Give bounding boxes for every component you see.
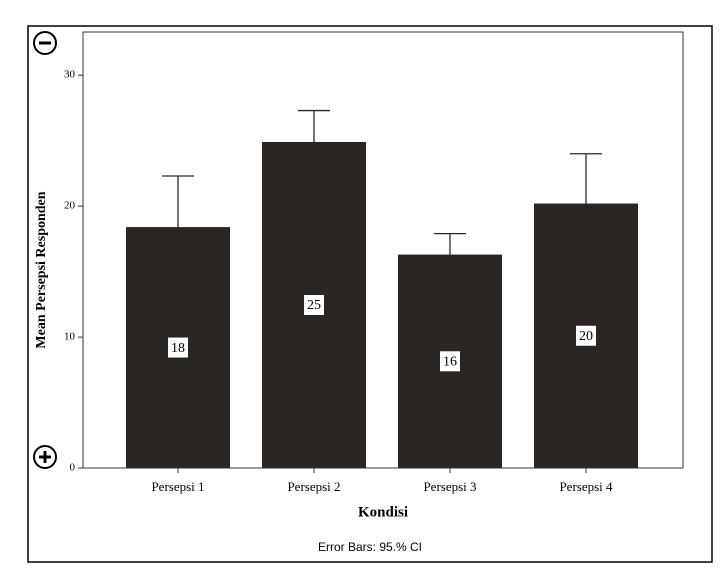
x-tick-label: Persepsi 2: [287, 479, 340, 494]
zoom-in-icon[interactable]: [33, 445, 57, 469]
x-tick-label: Persepsi 4: [559, 479, 613, 494]
value-label: 16: [443, 355, 457, 370]
footer-note: Error Bars: 95.% CI: [318, 540, 422, 554]
zoom-out-icon[interactable]: [33, 31, 57, 55]
value-label-box: [440, 351, 460, 372]
y-tick-label: 20: [64, 200, 76, 212]
value-label-box: [168, 337, 188, 358]
x-tick-label: Persepsi 3: [423, 479, 476, 494]
y-tick-label: 0: [70, 462, 76, 474]
value-label: 18: [171, 341, 185, 356]
y-axis-label: Mean Persepsi Responden: [34, 191, 49, 348]
value-label-box: [576, 325, 596, 346]
value-label: 25: [307, 298, 321, 313]
y-tick-label: 30: [64, 69, 76, 81]
value-label: 20: [579, 329, 593, 344]
y-tick-label: 10: [64, 331, 76, 343]
x-tick-label: Persepsi 1: [151, 479, 204, 494]
x-axis-label: Kondisi: [358, 504, 408, 520]
value-label-box: [304, 294, 324, 315]
